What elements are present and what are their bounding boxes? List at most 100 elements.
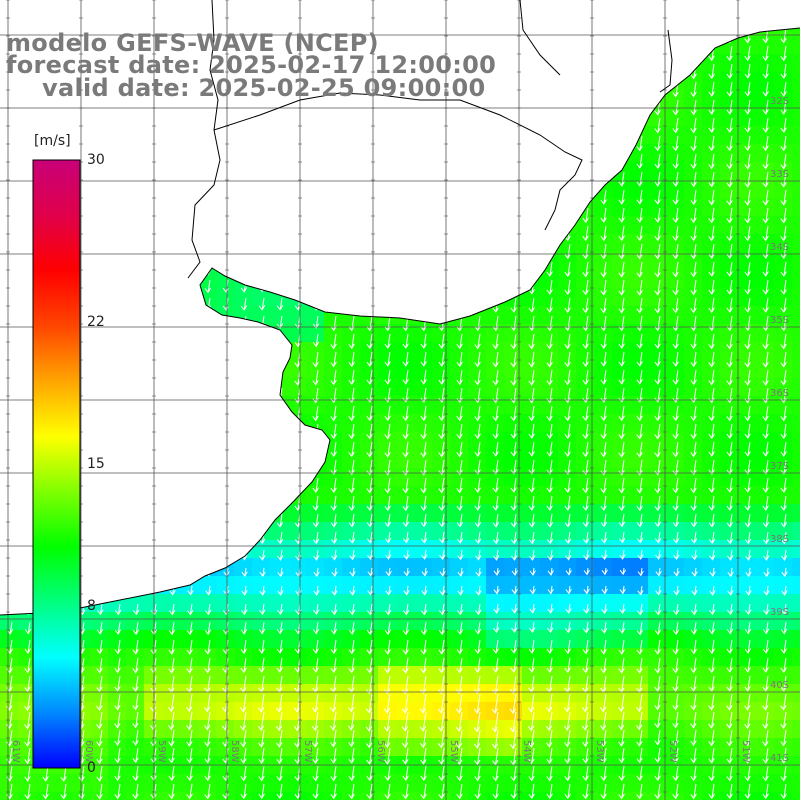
wind-speed-cell [720, 108, 739, 127]
wind-speed-cell [756, 28, 775, 37]
wind-speed-cell [684, 684, 703, 703]
wind-speed-cell [144, 738, 163, 757]
wind-speed-cell [648, 342, 667, 361]
wind-speed-cell [522, 504, 541, 523]
wind-arrow [762, 225, 769, 242]
wind-speed-cell [630, 540, 649, 559]
wind-speed-cell [198, 612, 217, 631]
latitude-label: 35S [770, 315, 789, 326]
wind-speed-cell [720, 648, 739, 667]
wind-speed-cell [306, 630, 325, 649]
wind-speed-cell [702, 540, 721, 559]
wind-speed-cell [648, 522, 667, 541]
wind-speed-cell [756, 108, 775, 127]
wind-speed-cell [540, 306, 559, 325]
wind-arrow [780, 135, 787, 152]
wind-speed-cell [288, 612, 307, 631]
wind-arrow [690, 135, 697, 152]
wind-speed-cell [702, 378, 721, 397]
wind-speed-cell [594, 306, 613, 325]
wind-speed-cell [414, 558, 433, 577]
wind-speed-cell [792, 702, 800, 721]
wind-speed-cell [162, 612, 181, 631]
wind-speed-cell [576, 306, 595, 325]
wind-speed-cell [684, 774, 703, 793]
wind-speed-cell [450, 558, 469, 577]
wind-speed-cell [234, 666, 253, 685]
wind-speed-cell [702, 648, 721, 667]
wind-speed-cell [630, 522, 649, 541]
wind-speed-cell [468, 432, 487, 451]
wind-speed-cell [324, 792, 343, 800]
wind-speed-cell [594, 738, 613, 757]
wind-speed-cell [396, 486, 415, 505]
wind-speed-cell [342, 396, 361, 415]
wind-speed-cell [774, 774, 793, 793]
wind-speed-cell [792, 504, 800, 523]
wind-speed-cell [612, 342, 631, 361]
wind-speed-cell [630, 468, 649, 487]
wind-speed-cell [414, 324, 433, 343]
wind-arrow [762, 99, 769, 115]
wind-speed-cell [342, 522, 361, 541]
wind-speed-cell [126, 702, 145, 721]
wind-speed-cell [378, 540, 397, 559]
wind-speed-cell [504, 504, 523, 523]
wind-arrow [780, 81, 787, 97]
wind-speed-cell [576, 324, 595, 343]
wind-speed-cell [288, 504, 307, 523]
wind-speed-cell [684, 378, 703, 397]
wind-speed-cell [522, 468, 541, 487]
wind-speed-cell [738, 720, 757, 739]
wind-speed-cell [612, 198, 631, 217]
wind-speed-cell [198, 792, 217, 800]
wind-arrow [708, 135, 715, 152]
wind-speed-cell [648, 594, 667, 613]
wind-speed-cell [144, 684, 163, 703]
wind-speed-cell [90, 720, 109, 739]
wind-speed-cell [414, 612, 433, 631]
wind-speed-cell [594, 342, 613, 361]
wind-speed-cell [234, 738, 253, 757]
wind-speed-cell [666, 504, 685, 523]
wind-speed-cell [630, 774, 649, 793]
wind-speed-cell [756, 396, 775, 415]
wind-speed-cell [630, 180, 649, 199]
wind-speed-cell [288, 630, 307, 649]
wind-speed-cell [576, 504, 595, 523]
colorbar-unit: [m/s] [34, 133, 71, 149]
wind-speed-cell [630, 162, 649, 181]
wind-speed-cell [162, 684, 181, 703]
wind-speed-cell [396, 324, 415, 343]
wind-speed-cell [234, 792, 253, 800]
wind-speed-cell [774, 324, 793, 343]
wind-speed-cell [432, 540, 451, 559]
wind-speed-cell [558, 792, 577, 800]
wind-speed-cell [756, 612, 775, 631]
wind-speed-cell [702, 252, 721, 271]
wind-speed-cell [774, 144, 793, 163]
wind-speed-cell [738, 288, 757, 307]
wind-speed-cell [756, 198, 775, 217]
wind-speed-cell [486, 342, 505, 361]
wind-speed-cell [756, 738, 775, 757]
wind-speed-cell [792, 558, 800, 577]
wind-speed-cell [774, 90, 793, 109]
wind-speed-cell [252, 288, 271, 307]
wind-speed-cell [288, 522, 307, 541]
wind-speed-cell [648, 306, 667, 325]
wind-speed-cell [756, 144, 775, 163]
wind-speed-cell [630, 324, 649, 343]
wind-speed-cell [54, 792, 73, 800]
wind-arrow [654, 135, 661, 152]
wind-speed-cell [558, 594, 577, 613]
wind-speed-cell [666, 594, 685, 613]
wind-arrow [708, 63, 715, 80]
wind-speed-cell [720, 486, 739, 505]
wind-speed-cell [504, 486, 523, 505]
wind-speed-cell [486, 378, 505, 397]
wind-speed-cell [198, 666, 217, 685]
wind-speed-cell [720, 324, 739, 343]
wind-speed-cell [594, 540, 613, 559]
wind-speed-cell [666, 288, 685, 307]
